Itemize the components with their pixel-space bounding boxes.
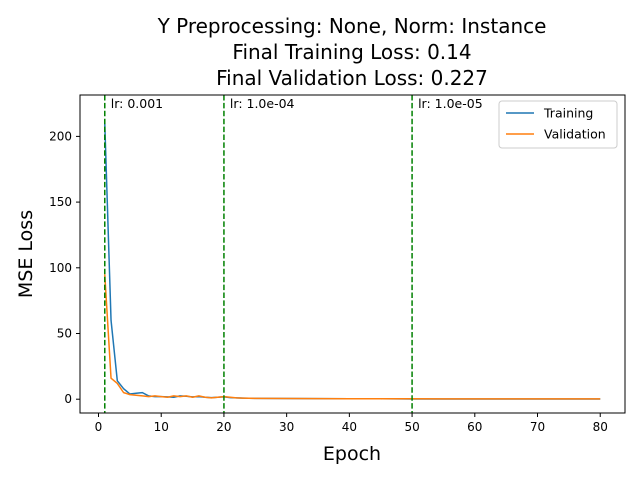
legend-label-validation: Validation xyxy=(544,127,606,142)
lr-annotation-3: lr: 1.0e-05 xyxy=(418,96,483,111)
y-tick-label: 50 xyxy=(57,327,72,341)
axes-frame xyxy=(79,94,626,414)
x-tick-label: 60 xyxy=(467,420,482,434)
x-tick-label: 0 xyxy=(95,420,103,434)
lr-annotation-2: lr: 1.0e-04 xyxy=(230,96,295,111)
legend-label-training: Training xyxy=(543,106,593,121)
x-tick-label: 80 xyxy=(593,420,608,434)
x-tick-label: 30 xyxy=(279,420,294,434)
x-tick-label: 40 xyxy=(342,420,357,434)
plot-area: lr: 0.001 lr: 1.0e-04 lr: 1.0e-05 xyxy=(104,95,601,413)
x-tick-label: 10 xyxy=(154,420,169,434)
y-axis-label: MSE Loss xyxy=(15,210,37,298)
x-tick-label: 20 xyxy=(216,420,231,434)
title-line-1: Y Preprocessing: None, Norm: Instance xyxy=(157,14,547,38)
title-line-2: Final Training Loss: 0.14 xyxy=(232,40,471,64)
legend: Training Validation xyxy=(498,100,618,149)
x-tick-label: 70 xyxy=(530,420,545,434)
y-axis-ticks: 0 50 100 150 200 xyxy=(49,129,80,406)
x-axis-label: Epoch xyxy=(323,443,381,465)
series-line-training xyxy=(104,123,601,400)
y-tick-label: 200 xyxy=(49,129,72,143)
y-tick-label: 100 xyxy=(49,261,72,275)
x-axis-ticks: 0 10 20 30 40 50 60 70 80 xyxy=(95,413,608,434)
y-tick-label: 150 xyxy=(49,195,72,209)
series-line-validation xyxy=(104,274,601,400)
x-tick-label: 50 xyxy=(404,420,419,434)
y-tick-label: 0 xyxy=(64,392,72,406)
chart-title: Y Preprocessing: None, Norm: Instance Fi… xyxy=(157,14,547,90)
title-line-3: Final Validation Loss: 0.227 xyxy=(216,66,488,90)
lr-annotation-1: lr: 0.001 xyxy=(111,96,163,111)
